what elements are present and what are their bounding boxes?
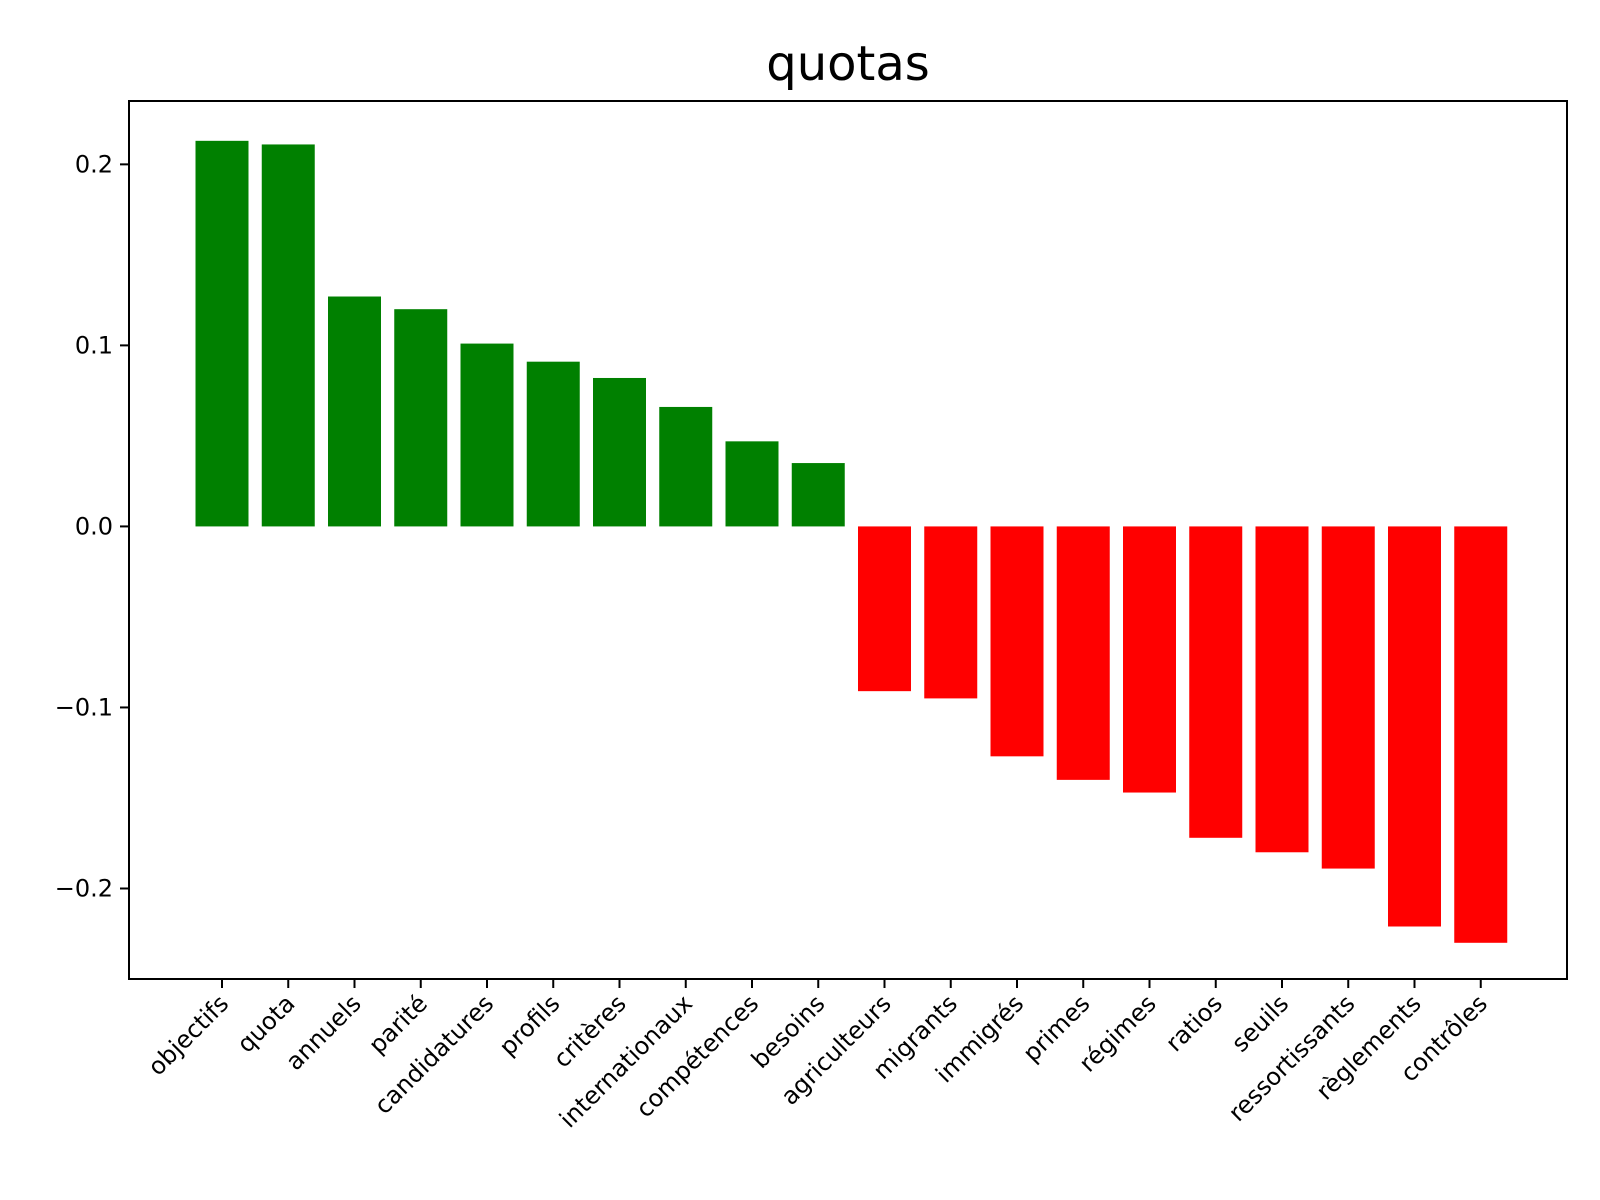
bar-profils bbox=[526, 361, 580, 527]
bar-compétences bbox=[725, 441, 779, 527]
x-tick-label: ratios bbox=[1160, 989, 1228, 1057]
bar-critères bbox=[593, 377, 646, 527]
bar-contrôles bbox=[1454, 526, 1508, 943]
bar-annuels bbox=[328, 296, 381, 527]
bar-primes bbox=[1056, 526, 1110, 780]
bar-quota bbox=[261, 144, 315, 527]
y-tick-label: 0.0 bbox=[75, 512, 113, 540]
bar-candidatures bbox=[460, 343, 514, 527]
y-tick-label: −0.2 bbox=[55, 874, 113, 902]
bar-immigrés bbox=[990, 526, 1044, 757]
x-axis: objectifsquotaannuelsparitécandidaturesp… bbox=[143, 979, 1493, 1133]
y-tick-label: 0.2 bbox=[75, 150, 113, 178]
bar-ratios bbox=[1189, 526, 1243, 838]
bar-ressortissants bbox=[1321, 526, 1375, 869]
y-tick-label: 0.1 bbox=[75, 331, 113, 359]
bar-objectifs bbox=[195, 140, 249, 527]
y-axis: −0.2 −0.1 0.0 0.1 0.2 bbox=[55, 150, 129, 902]
bar-agriculteurs bbox=[858, 526, 911, 692]
chart-title: quotas bbox=[766, 36, 930, 92]
bar-besoins bbox=[791, 463, 845, 527]
bar-migrants bbox=[924, 526, 978, 699]
plot-frame bbox=[128, 100, 1568, 980]
bars-group bbox=[195, 140, 1508, 943]
x-tick-label: candidatures bbox=[369, 989, 499, 1119]
bar-parité bbox=[394, 309, 448, 527]
y-tick-label: −0.1 bbox=[55, 693, 113, 721]
x-tick-label: objectifs bbox=[143, 989, 235, 1081]
bar-seuils bbox=[1255, 526, 1309, 853]
bar-règlements bbox=[1388, 526, 1441, 927]
bar-internationaux bbox=[659, 406, 713, 527]
bar-régimes bbox=[1123, 526, 1176, 793]
